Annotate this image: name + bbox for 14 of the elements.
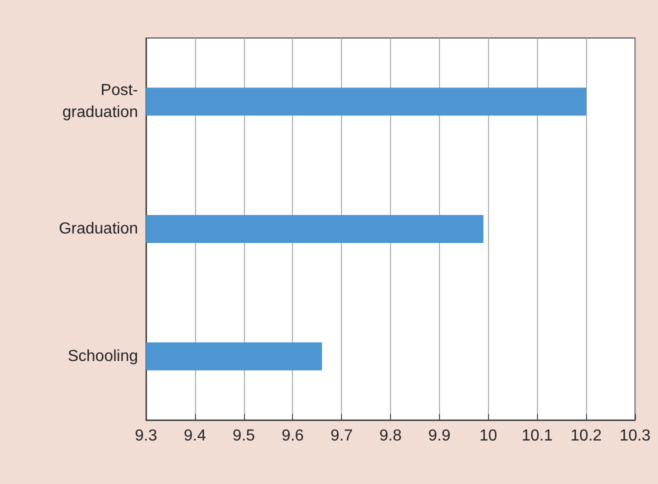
x-tick-label: 9.3 (134, 428, 158, 444)
x-tick-label: 10.1 (522, 428, 553, 444)
x-tick-label: 9.6 (282, 428, 304, 444)
x-tick-label: 9.4 (184, 428, 206, 444)
x-tick-label: 9.7 (330, 428, 353, 444)
x-tick-label: 10.2 (570, 428, 602, 444)
y-tick-label: Schooling (68, 348, 138, 365)
x-tick-label: 9.9 (428, 428, 451, 444)
x-tick-label: 9.8 (379, 428, 402, 444)
x-tick-label: 10.3 (619, 428, 651, 444)
x-tick-label: 10 (479, 428, 498, 444)
x-tick-label: 9.5 (232, 428, 256, 444)
y-tick-label: Graduation (58, 220, 138, 238)
y-tick-label: Post-graduation (62, 82, 138, 122)
